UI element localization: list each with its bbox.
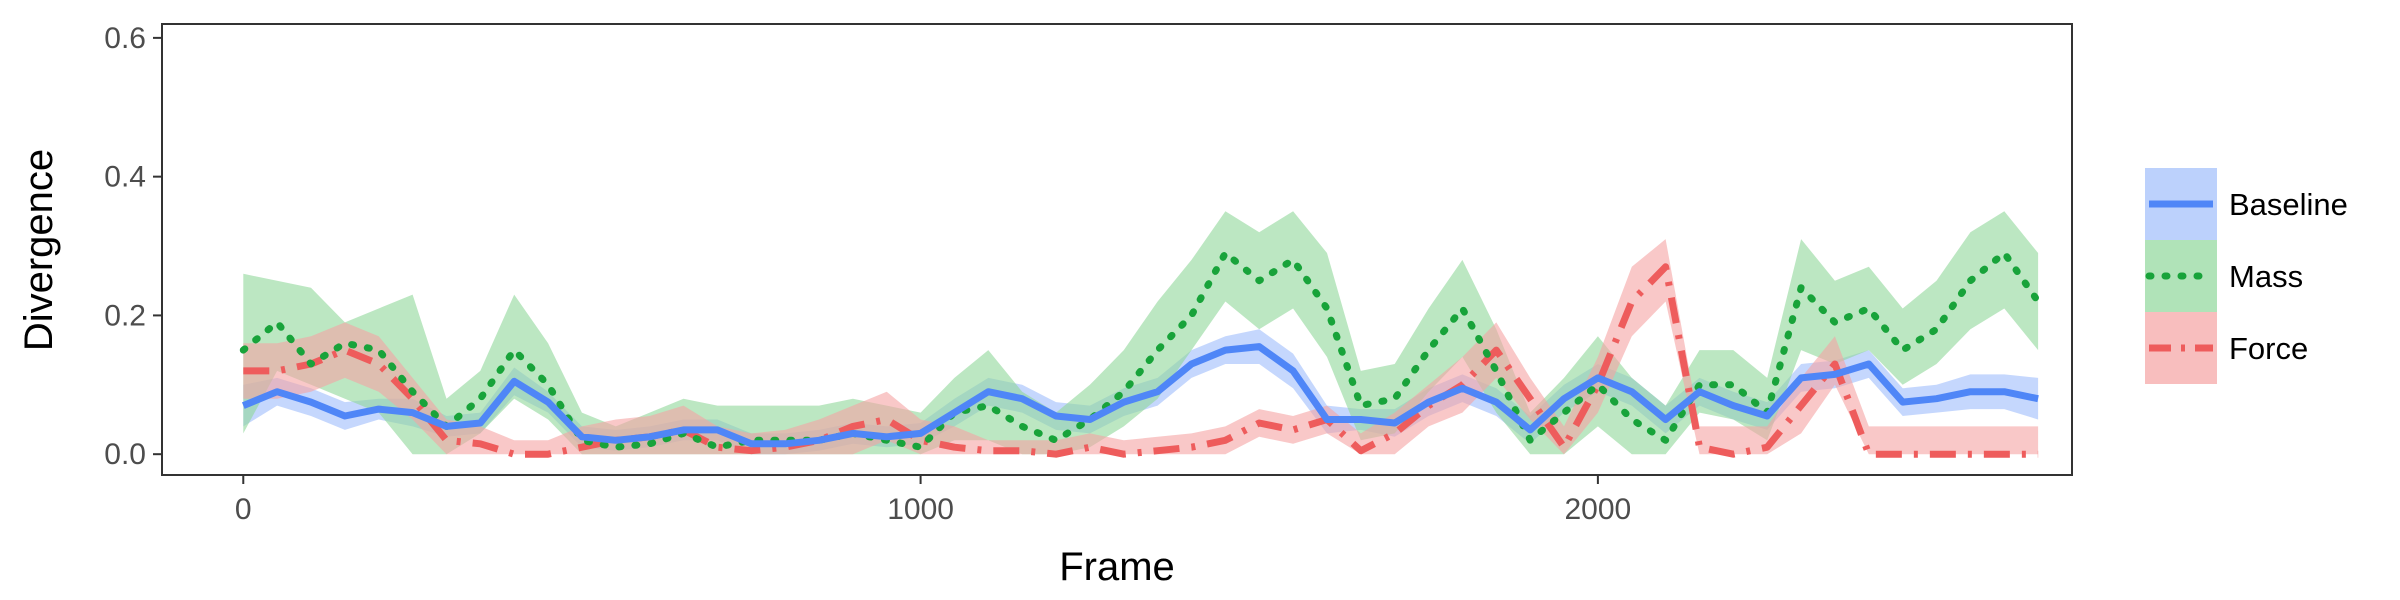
x-tick-label: 2000 <box>1565 493 1632 526</box>
line-baseline <box>241 343 2039 448</box>
band-force <box>243 239 2039 455</box>
x-axis: 0 1000 2000 <box>235 475 1631 526</box>
legend-label-baseline: Baseline <box>2229 187 2348 222</box>
y-tick-label: 0.2 <box>104 299 146 332</box>
series-lines <box>239 249 2042 458</box>
x-tick-label: 0 <box>235 493 252 526</box>
plot-panel-border <box>161 23 2073 476</box>
legend-item-mass: Mass <box>2145 240 2303 312</box>
y-tick-label: 0.0 <box>104 438 146 471</box>
y-tick-label: 0.4 <box>104 161 146 194</box>
x-tick-label: 1000 <box>887 493 954 526</box>
y-axis-title: Divergence <box>17 149 61 351</box>
legend-item-force: Force <box>2145 312 2308 384</box>
legend-item-baseline: Baseline <box>2145 168 2348 240</box>
x-axis-title: Frame <box>1059 545 1175 589</box>
y-axis: 0.0 0.2 0.4 0.6 <box>104 22 162 471</box>
line-force <box>243 263 2039 458</box>
line-mass <box>239 249 2042 451</box>
legend-label-mass: Mass <box>2229 259 2303 294</box>
legend-label-force: Force <box>2229 331 2308 366</box>
y-tick-label: 0.6 <box>104 22 146 55</box>
legend: Baseline Mass Force <box>2145 168 2348 384</box>
